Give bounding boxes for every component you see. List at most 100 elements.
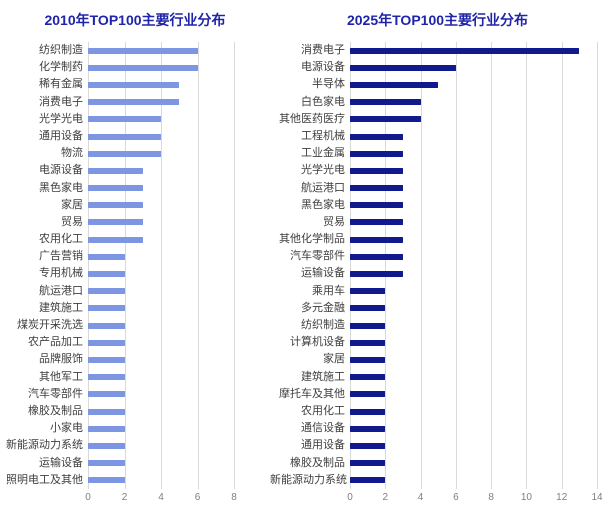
plot-grid <box>88 42 235 490</box>
bar <box>350 64 456 71</box>
bar-row <box>350 94 597 111</box>
bar-row <box>350 59 597 76</box>
category-labels: 纺织制造 化学制药 稀有金属 消费电子 光学光电 通用设备 物流 电源设备 黑色家电 家居 贸易 农用… <box>0 42 88 505</box>
bar <box>350 305 386 312</box>
category-label: 纺织制造 <box>39 44 83 56</box>
x-tick-label: 10 <box>520 492 532 504</box>
bar <box>350 99 421 106</box>
gridline <box>234 42 235 490</box>
category-label: 通信设备 <box>301 422 345 435</box>
x-tick-label: 2 <box>121 492 128 504</box>
bar-row <box>350 351 597 368</box>
bar-row <box>88 300 234 317</box>
bar-row <box>88 283 234 300</box>
bar <box>350 116 421 123</box>
x-tick-label: 6 <box>194 492 201 504</box>
bar <box>88 288 125 295</box>
bar-row <box>350 317 597 334</box>
gridline <box>597 42 598 490</box>
bar-row <box>350 111 597 128</box>
bar-row <box>88 248 234 265</box>
x-axis: 0 2 4 6 8 10 12 14 <box>347 489 602 505</box>
bar-row <box>88 437 234 454</box>
bar-row <box>350 231 597 248</box>
x-tick-label: 12 <box>556 492 568 504</box>
bar <box>88 356 125 363</box>
bar-row <box>350 145 597 162</box>
bar <box>350 339 386 346</box>
x-tick-label: 14 <box>591 492 603 504</box>
bar-row <box>350 248 597 265</box>
bar-row <box>350 42 597 59</box>
bar <box>350 460 386 467</box>
bar <box>88 99 180 106</box>
category-label: 贸易 <box>61 215 83 228</box>
category-label: 黑色家电 <box>301 198 345 211</box>
chart-2010-title: 2010年TOP100主要行业分布 <box>44 12 226 28</box>
bar <box>88 150 161 157</box>
category-label: 其他军工 <box>39 370 83 383</box>
x-tick-label: 8 <box>231 492 237 504</box>
bar <box>88 408 125 415</box>
bar-row <box>350 76 597 93</box>
bar-row <box>88 265 234 282</box>
bar <box>88 322 125 329</box>
bar <box>350 47 580 54</box>
bar <box>350 442 386 449</box>
category-label: 航运港口 <box>301 181 345 194</box>
gridline <box>124 42 126 490</box>
plot-wrap: 0 2 4 6 8 10 12 14 <box>347 42 603 505</box>
gridline <box>491 42 493 490</box>
bar <box>350 185 403 192</box>
x-tick-label: 2 <box>382 492 389 504</box>
bar <box>88 185 143 192</box>
bar-row <box>88 145 234 162</box>
category-label: 通用设备 <box>301 439 345 452</box>
category-label: 消费电子 <box>39 95 83 108</box>
bar-row <box>88 197 234 214</box>
category-label: 照明电工及其他 <box>6 473 83 486</box>
bar-row <box>350 386 597 403</box>
bar-row <box>350 334 597 351</box>
x-tick-label: 0 <box>347 492 353 504</box>
bar <box>88 425 125 432</box>
category-label: 半导体 <box>312 78 345 91</box>
x-tick-label: 8 <box>488 492 494 504</box>
category-label: 农产品加工 <box>28 336 83 349</box>
bar-row <box>88 369 234 386</box>
category-label: 乘用车 <box>312 284 345 297</box>
bar <box>88 219 143 226</box>
bar <box>88 253 125 260</box>
bar-row <box>350 403 597 420</box>
category-label: 稀有金属 <box>39 78 83 91</box>
bar-row <box>88 231 234 248</box>
bar <box>350 356 386 363</box>
category-label: 家居 <box>61 198 83 211</box>
bar-row <box>88 59 234 76</box>
bar-row <box>350 128 597 145</box>
category-label: 汽车零部件 <box>290 250 345 263</box>
bar-row <box>350 472 597 489</box>
bar-row <box>350 283 597 300</box>
bar-row <box>88 472 234 489</box>
x-tick-label: 4 <box>158 492 164 504</box>
category-label: 电源设备 <box>39 164 83 177</box>
plot-wrap: 0 2 4 6 8 <box>85 42 237 505</box>
bar-row <box>88 317 234 334</box>
x-tick-label: 4 <box>417 492 424 504</box>
bar-row <box>350 300 597 317</box>
bar <box>88 202 143 209</box>
category-label: 其他化学制品 <box>279 233 345 246</box>
bar <box>350 322 386 329</box>
gridline <box>526 42 528 490</box>
category-label: 汽车零部件 <box>28 387 83 400</box>
bar <box>88 374 125 381</box>
category-label: 品牌服饰 <box>39 353 83 366</box>
bar-row <box>350 265 597 282</box>
bar <box>88 133 161 140</box>
bar-row <box>350 214 597 231</box>
category-label: 其他医药医疗 <box>279 112 345 125</box>
chart-2025-body: 消费电子 电源设备 半导体 白色家电 其他医药医疗 工程机械 工业金属 光学光电 航运港口 黑色家… <box>270 42 605 505</box>
bar-row <box>88 334 234 351</box>
gridline <box>420 42 422 490</box>
